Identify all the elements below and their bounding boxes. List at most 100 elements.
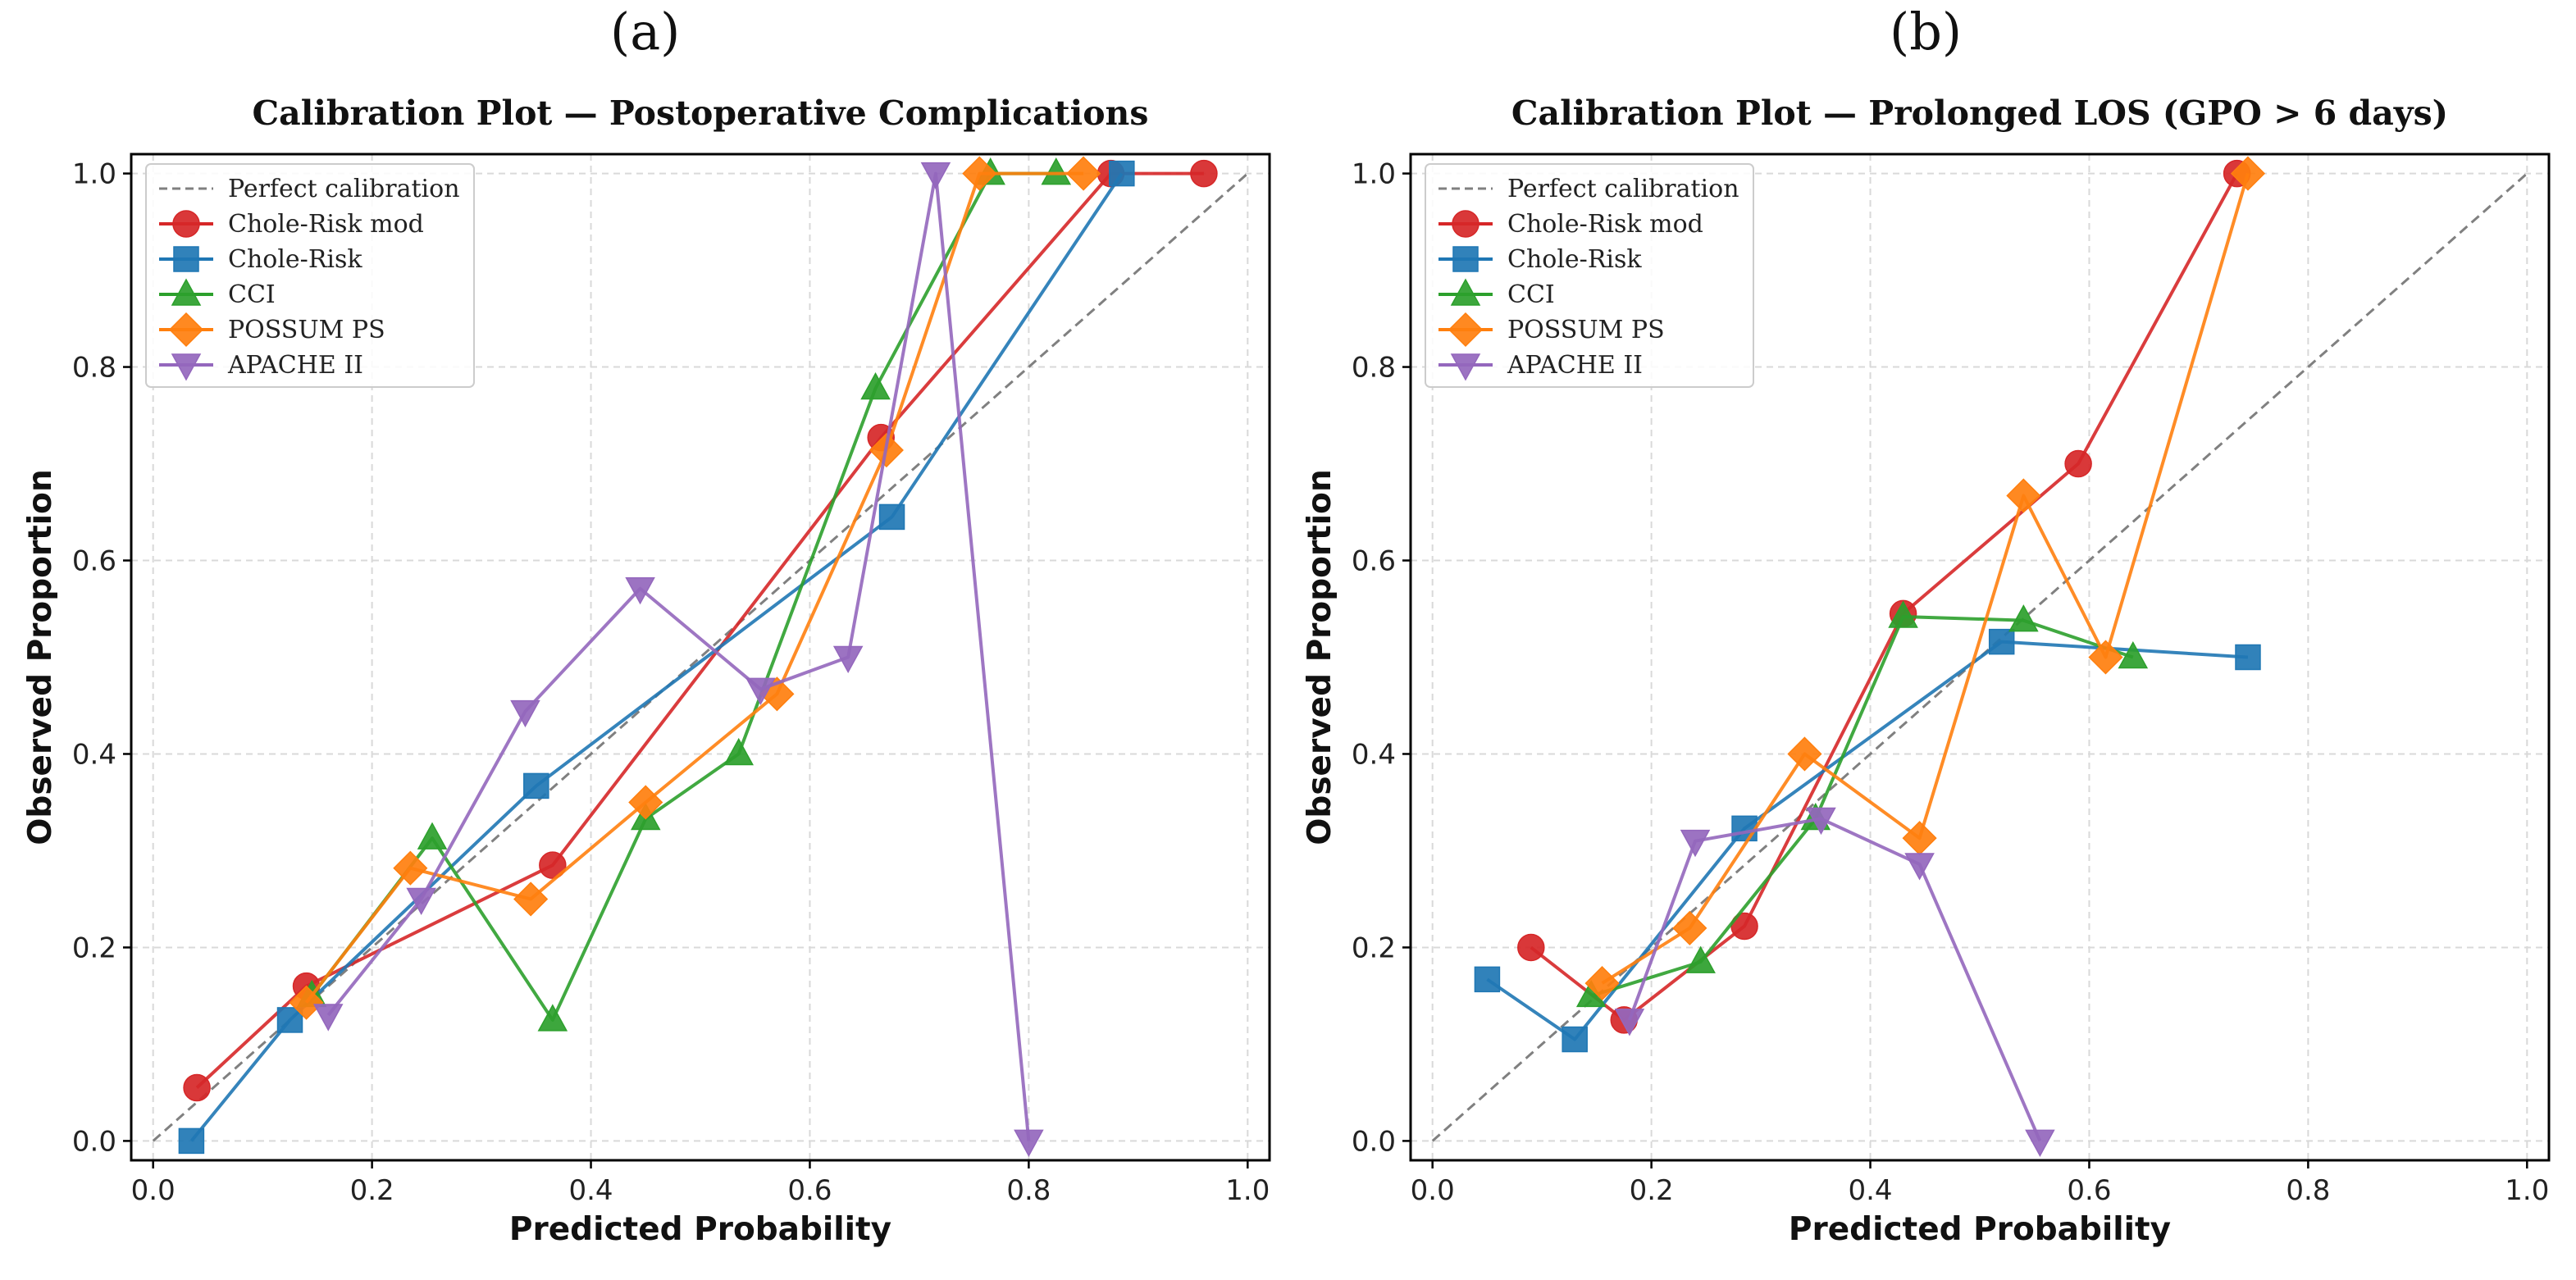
x-tick-label: 0.2 [1630,1174,1674,1207]
data-point-cci [860,371,891,400]
y-tick-label: 1.0 [1352,158,1396,191]
data-point-apache-ii [406,887,436,916]
x-tick-label: 0.8 [2286,1174,2330,1207]
data-point-cci [2008,604,2039,632]
data-point-possum-ps [2006,478,2041,513]
legend-label: Chole-Risk [228,245,362,274]
data-point-apache-ii [1614,1009,1645,1036]
legend-label: Chole-Risk mod [1507,210,1703,239]
y-tick-label: 0.6 [72,545,116,578]
chart-title: Calibration Plot — Postoperative Complic… [253,93,1149,133]
data-point-possum-ps [1584,966,1620,1001]
data-point-cci [723,737,754,766]
data-point-possum-ps [1672,910,1707,945]
legend-label: POSSUM PS [228,316,385,344]
data-point-apache-ii [1680,829,1711,858]
data-point-chole-risk [1109,160,1135,187]
plot-frame [130,153,1271,1162]
data-point-chole-risk [523,772,549,799]
legend-marker [1452,210,1479,238]
y-tick-label: 0.2 [1352,932,1396,964]
legend-marker [171,353,202,381]
legend-label: POSSUM PS [1507,316,1665,344]
panel-a-letter: (a) [610,2,681,61]
data-point-apache-ii [1904,853,1935,881]
data-point-possum-ps [962,156,997,191]
legend-label: Chole-Risk [1507,245,1642,274]
plot-frame [1409,153,2551,1162]
x-tick-label: 1.0 [1225,1174,1270,1207]
data-point-possum-ps [2088,640,2123,675]
series-line-cci [310,171,1056,1022]
data-point-chole-risk [276,1007,303,1033]
data-point-apache-ii [312,1004,344,1032]
y-tick-label: 0.4 [1352,738,1396,771]
legend-label: APACHE II [1507,351,1643,380]
legend-marker [1448,312,1484,348]
y-tick-label: 0.2 [72,932,116,964]
data-point-chole-risk [1474,966,1501,993]
data-point-possum-ps [289,985,324,1020]
data-point-possum-ps [1787,736,1822,772]
chart-title: Calibration Plot — Prolonged LOS (GPO > … [1511,93,2448,133]
y-tick-label: 0.0 [1352,1125,1396,1158]
legend-label: CCI [1507,280,1555,309]
legend: Perfect calibration Chole-Risk mod Chole-R… [1425,163,1754,388]
chart-panel-b: 0.0 0.2 0.4 0.6 0.8 1.0 0.0 0.2 0.4 0.6 0.8 1.0 Cali… [1302,93,2551,1248]
data-point-possum-ps [628,785,663,820]
legend-marker [1450,278,1481,306]
x-tick-label: 0.0 [1411,1174,1455,1207]
data-point-possum-ps [513,881,549,917]
y-axis-label: Observed Proportion [22,469,59,845]
data-point-chole-risk-mod [539,851,567,879]
legend-label: Chole-Risk mod [228,210,424,239]
data-point-chole-risk [178,1127,205,1155]
y-tick-label: 0.0 [72,1125,116,1158]
data-point-apache-ii [920,162,951,190]
data-point-cci [417,822,448,850]
x-tick-label: 0.8 [1006,1174,1051,1207]
data-point-cci [2118,640,2149,669]
legend-marker [173,246,199,272]
data-point-apache-ii [510,699,540,728]
data-point-apache-ii [2025,1129,2055,1157]
y-tick-label: 0.8 [72,352,116,385]
x-tick-label: 0.4 [1848,1174,1892,1207]
x-tick-label: 0.4 [568,1174,613,1207]
data-point-apache-ii [745,677,776,705]
legend-marker [1452,246,1479,272]
legend-label: APACHE II [227,351,363,380]
data-point-cci [1888,600,1918,628]
data-point-cci [537,1004,568,1032]
legend-marker [172,210,200,238]
data-point-chole-risk-mod [183,1073,211,1102]
legend-marker [168,312,204,348]
data-point-chole-risk [878,503,905,531]
series-line-possum-ps [304,171,1084,1004]
data-point-apache-ii [832,645,864,674]
data-point-possum-ps [1066,156,1101,191]
data-point-chole-risk [2235,644,2261,671]
data-point-cci [1685,945,1716,973]
y-axis-label: Observed Proportion [1302,469,1338,845]
legend-label: Perfect calibration [228,175,460,203]
panel-b-letter: (b) [1890,2,1963,61]
series-line-cci [1590,614,2134,998]
x-tick-label: 0.0 [131,1174,176,1207]
data-point-possum-ps [2230,156,2266,191]
perfect-calibration-line [152,172,1249,1142]
legend-label: Perfect calibration [1507,175,1739,203]
legend: Perfect calibration Chole-Risk mod Chole-R… [145,163,475,388]
data-point-chole-risk-mod [2064,449,2092,478]
x-tick-label: 0.6 [787,1174,832,1207]
data-point-apache-ii [1014,1129,1044,1157]
legend-marker [171,278,202,306]
x-axis-label: Predicted Probability [509,1211,891,1248]
data-point-chole-risk [1731,815,1758,842]
x-tick-label: 0.6 [2067,1174,2111,1207]
y-tick-label: 1.0 [72,158,116,191]
data-point-chole-risk-mod [1190,159,1218,188]
x-axis-label: Predicted Probability [1789,1211,2171,1248]
y-tick-label: 0.8 [1352,352,1396,385]
